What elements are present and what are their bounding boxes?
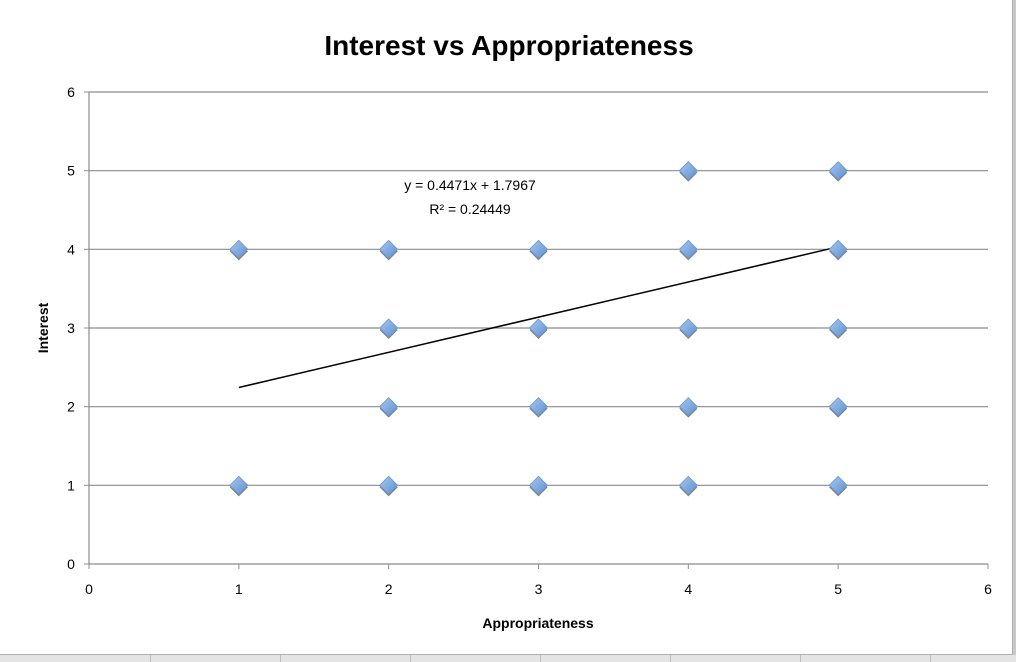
data-point-marker-7 (528, 318, 549, 338)
data-point-14 (678, 475, 698, 497)
grid-strip-divider-5 (800, 655, 801, 662)
grid-strip-divider-1 (280, 655, 281, 662)
data-point-13 (678, 397, 698, 418)
y-tick-label-6: 6 (67, 84, 75, 100)
y-tick-label-3: 3 (67, 320, 75, 336)
x-tick-label-0: 0 (85, 581, 93, 597)
grid-strip-divider-2 (410, 655, 411, 662)
grid-strip-divider-3 (540, 655, 541, 662)
data-point-3 (379, 318, 399, 339)
chart-title: Interest vs Appropriateness (324, 30, 693, 61)
data-point-7 (528, 318, 549, 339)
data-point-10 (678, 161, 698, 182)
grid-strip-divider-6 (930, 655, 931, 662)
x-tick-label-1: 1 (235, 581, 243, 597)
grid-strip-divider-4 (670, 655, 671, 662)
data-point-15 (828, 161, 848, 182)
data-point-8 (528, 397, 549, 418)
data-point-marker-18 (828, 397, 848, 417)
data-point-marker-15 (828, 161, 848, 181)
trendline-r-squared: R² = 0.24449 (429, 201, 511, 217)
data-point-marker-17 (828, 318, 848, 338)
data-point-marker-6 (528, 239, 549, 259)
x-tick-label-6: 6 (984, 581, 992, 597)
data-point-marker-3 (379, 318, 399, 338)
data-point-marker-16 (828, 239, 848, 259)
data-point-6 (528, 239, 549, 261)
data-points (229, 161, 848, 497)
data-point-16 (828, 239, 848, 261)
y-axis-label: Interest (35, 302, 51, 353)
x-tick-label-2: 2 (385, 581, 393, 597)
y-tick-label-4: 4 (67, 241, 75, 257)
data-point-12 (678, 318, 698, 339)
data-point-marker-14 (678, 475, 698, 495)
x-axis-label: Appropriateness (482, 615, 593, 631)
y-tick-label-0: 0 (67, 556, 75, 572)
data-point-2 (379, 239, 399, 261)
data-point-19 (828, 475, 848, 497)
data-point-marker-2 (379, 239, 399, 259)
data-point-marker-13 (678, 397, 698, 417)
data-point-5 (379, 475, 399, 497)
data-point-4 (379, 397, 399, 418)
data-point-11 (678, 239, 698, 261)
trendline-equation: y = 0.4471x + 1.7967 (404, 177, 536, 193)
data-point-17 (828, 318, 848, 339)
y-tick-label-2: 2 (67, 399, 75, 415)
grid-strip-divider-0 (150, 655, 151, 662)
data-point-marker-8 (528, 397, 549, 417)
y-tick-label-5: 5 (67, 163, 75, 179)
data-point-marker-1 (229, 475, 249, 495)
data-point-marker-9 (528, 475, 549, 495)
data-point-marker-0 (229, 239, 249, 259)
data-point-marker-11 (678, 239, 698, 259)
data-point-0 (229, 239, 249, 261)
data-point-1 (229, 475, 249, 497)
x-tick-label-3: 3 (535, 581, 543, 597)
x-tick-label-5: 5 (834, 581, 842, 597)
data-point-marker-19 (828, 475, 848, 495)
data-point-marker-10 (678, 161, 698, 181)
data-point-marker-4 (379, 397, 399, 417)
gridlines (89, 91, 988, 486)
data-point-marker-12 (678, 318, 698, 338)
trendline (238, 246, 839, 389)
y-tick-label-1: 1 (67, 477, 75, 493)
data-point-marker-5 (379, 475, 399, 495)
data-point-9 (528, 475, 549, 497)
trendline-group (238, 246, 839, 389)
x-tick-label-4: 4 (684, 581, 692, 597)
spreadsheet-grid-strip (0, 655, 1016, 662)
tick-labels: 0 1 2 3 4 5 6 0 1 2 3 4 5 6 (67, 84, 992, 597)
axes (84, 91, 989, 569)
data-point-18 (828, 397, 848, 418)
